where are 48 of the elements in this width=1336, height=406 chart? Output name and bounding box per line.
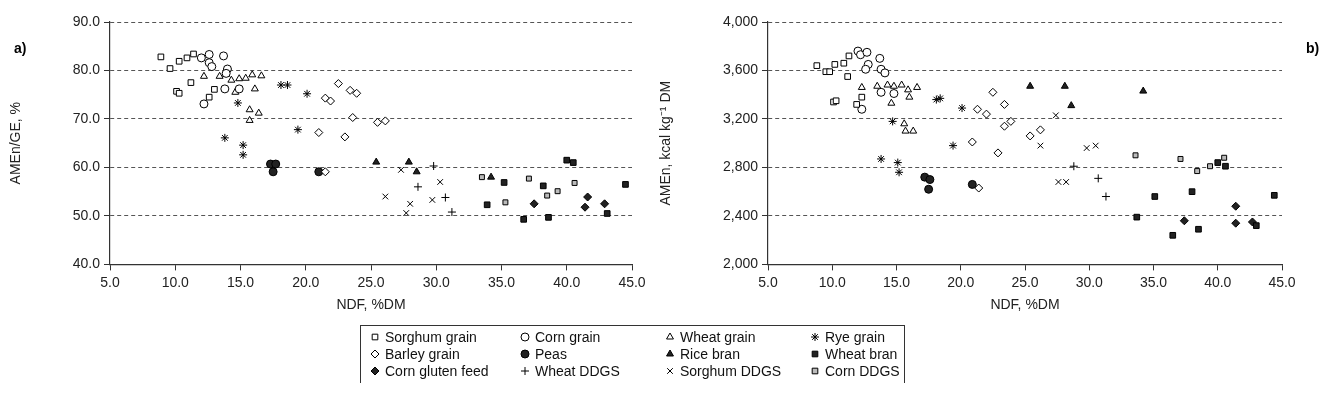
x-tick-label: 35.0 [487, 273, 516, 290]
y-tick-label: 70.0 [72, 109, 101, 126]
y-tick-label: 3,600 [722, 61, 759, 78]
text: b) [1306, 40, 1320, 56]
legend-label: Rice bran [680, 346, 740, 362]
legend-label: Peas [535, 346, 567, 362]
x-tick-label: 15.0 [226, 273, 255, 290]
x-tick-label: 10.0 [818, 273, 847, 290]
x-tick-label: 30.0 [422, 273, 451, 290]
legend-label: Wheat grain [680, 329, 756, 345]
legend-label: Corn grain [535, 329, 601, 345]
x-tick-label: 20.0 [947, 273, 975, 290]
y-tick-label: 2,400 [722, 206, 759, 223]
x-tick-label: 45.0 [618, 273, 646, 290]
x-tick-label: 40.0 [553, 273, 581, 290]
legend-label: Wheat bran [825, 346, 898, 362]
y-axis-title: AMEn/GE, % [7, 101, 24, 185]
y-tick-label: 50.0 [72, 206, 101, 223]
y-tick-label: 4,000 [722, 12, 759, 29]
y-tick-label: 60.0 [72, 158, 101, 175]
x-tick-label: 40.0 [1204, 273, 1232, 290]
x-axis-title: NDF, %DM [990, 296, 1060, 313]
x-tick-label: 15.0 [882, 273, 911, 290]
x-tick-label: 25.0 [1011, 273, 1039, 290]
legend-label: Sorghum DDGS [680, 363, 782, 379]
x-tick-label: 20.0 [292, 273, 320, 290]
y-tick-label: 80.0 [72, 61, 101, 78]
legend-label: Wheat DDGS [535, 363, 620, 379]
x-tick-label: 45.0 [1268, 273, 1296, 290]
x-tick-label: 30.0 [1075, 273, 1104, 290]
x-tick-label: 5.0 [758, 273, 778, 290]
x-tick-label: 10.0 [161, 273, 190, 290]
legend-label: Barley grain [385, 346, 460, 362]
legend-label: Rye grain [825, 329, 885, 345]
legend-label: Corn DDGS [825, 363, 900, 379]
y-tick-label: 40.0 [72, 255, 101, 272]
x-tick-label: 35.0 [1139, 273, 1168, 290]
y-tick-label: 2,000 [722, 255, 759, 272]
legend-label: Sorghum grain [385, 329, 477, 345]
text: a) [14, 40, 27, 56]
x-tick-label: 5.0 [100, 273, 120, 290]
y-tick-label: 90.0 [72, 12, 101, 29]
x-tick-label: 25.0 [357, 273, 385, 290]
x-axis-title: NDF, %DM [336, 296, 406, 313]
legend-label: Corn gluten feed [385, 363, 489, 379]
y-tick-label: 3,200 [722, 109, 759, 126]
y-tick-label: 2,800 [722, 158, 759, 175]
y-axis-title: AMEn, kcal kg⁻¹ DM [657, 80, 674, 206]
